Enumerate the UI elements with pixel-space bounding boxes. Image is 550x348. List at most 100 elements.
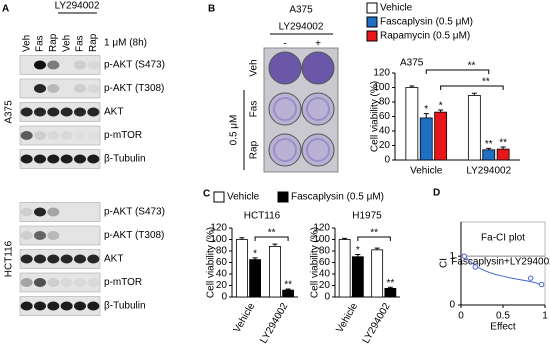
panel-label: C <box>203 189 210 200</box>
blot-band <box>87 60 100 70</box>
chart-title: A375 <box>400 58 424 69</box>
error-bar <box>239 237 245 240</box>
legend-swatch <box>277 191 289 203</box>
well-stain <box>273 138 297 162</box>
blot-label: p-AKT (T308) <box>104 83 164 94</box>
blot-strip <box>19 78 101 99</box>
legend-label: Fascaplysin (0.5 μM) <box>291 192 384 203</box>
treatment-header: LY294002 <box>279 22 324 33</box>
blot-band <box>74 84 86 93</box>
blot-band <box>87 131 99 140</box>
blot-band <box>60 131 73 140</box>
y-tick-label: 40 <box>379 126 391 137</box>
blot-label: p-AKT (S473) <box>104 60 165 71</box>
bracket-label: ** <box>482 77 490 88</box>
legend-label: Vehicle <box>380 3 413 14</box>
y-tick-label: 0 <box>384 155 390 166</box>
error-bar <box>285 288 291 291</box>
blot-band <box>87 278 100 287</box>
error-bar <box>387 286 393 289</box>
blot-band <box>34 254 46 264</box>
blot-band <box>20 254 33 264</box>
blot-band <box>74 107 86 117</box>
plate-row-label: Veh <box>249 59 260 76</box>
blot-band <box>87 301 100 311</box>
y-tick-label: 40 <box>216 269 228 280</box>
data-point <box>538 281 545 288</box>
y-axis-label: Cell viability (%) <box>310 227 321 298</box>
error-bar <box>423 113 429 118</box>
y-tick-label: 80 <box>319 246 331 257</box>
error-bar <box>486 147 492 150</box>
bar <box>419 117 433 161</box>
y-tick-label: 120 <box>210 223 227 234</box>
well-stain <box>306 97 330 121</box>
bar <box>249 259 262 298</box>
blot-band <box>47 60 60 70</box>
blot-label: p-mTOR <box>104 277 142 288</box>
blot-band <box>74 131 86 140</box>
dose-label: 0.5 μM <box>229 115 240 146</box>
lane-label: Rap <box>88 33 99 52</box>
significance-label: * <box>439 101 443 112</box>
plate-column-label: + <box>315 39 321 50</box>
blot-label: β-Tubulin <box>104 154 146 165</box>
blot-strip <box>19 296 101 316</box>
x-tick-label: Vehicle <box>334 301 360 335</box>
bar <box>268 245 281 298</box>
plate-row-label: Fas <box>249 101 260 118</box>
blot-label: p-mTOR <box>104 130 142 141</box>
cell-line-label: A375 <box>4 100 15 124</box>
panel-label: A <box>2 4 9 15</box>
y-tick-label: 20 <box>319 280 331 291</box>
blot-band <box>74 254 86 264</box>
blot-band <box>47 107 60 117</box>
lane-label: Veh <box>21 35 32 52</box>
lane-label: Fas <box>75 35 86 52</box>
legend-label: Rapamycin (0.5 μM) <box>380 31 470 42</box>
y-tick-label: 60 <box>379 111 391 122</box>
error-bar <box>471 92 477 96</box>
x-tick-label: LY294002 <box>466 166 511 177</box>
well <box>268 51 302 85</box>
x-tick-label: Vehicle <box>232 301 258 335</box>
blot-strip <box>19 102 101 122</box>
error-bar <box>342 237 348 240</box>
well-stain <box>273 97 297 121</box>
blot-band <box>34 207 46 217</box>
blot-band <box>20 154 33 164</box>
x-tick-label: Vehicle <box>410 166 443 177</box>
blot-band <box>34 154 46 164</box>
y-axis-label: Cell viability (%) <box>370 81 381 152</box>
blot-band <box>47 301 60 311</box>
blot-band <box>20 207 33 217</box>
y-tick-label: 60 <box>216 257 228 268</box>
significance-label: * <box>356 245 360 256</box>
blot-strip <box>19 125 101 146</box>
bar <box>371 249 384 298</box>
y-tick-label: 1 <box>449 251 455 262</box>
blot-band <box>34 278 46 287</box>
y-tick-label: 0 <box>324 292 330 303</box>
blot-band <box>74 60 86 70</box>
blot-band <box>87 84 100 93</box>
y-tick-label: 20 <box>379 140 391 151</box>
plate-column-label: - <box>283 39 286 50</box>
blot-band <box>20 231 33 240</box>
chart-title: HCT116 <box>244 211 281 222</box>
x-tick-label: 0.5 <box>496 311 510 322</box>
blot-strip <box>19 202 101 222</box>
significance-label: ** <box>284 280 292 291</box>
blot-label: β-Tubulin <box>104 301 146 312</box>
y-tick-label: 120 <box>313 223 330 234</box>
y-tick-label: 100 <box>373 82 390 93</box>
error-bar <box>355 253 361 257</box>
bar <box>405 87 419 161</box>
blot-band <box>34 84 46 93</box>
x-axis-label: Effect <box>490 322 516 333</box>
chart-title: Fa-CI plot <box>481 233 525 244</box>
x-tick-label: 1 <box>542 311 548 322</box>
blot-band <box>47 154 60 164</box>
blot-strip <box>19 149 101 169</box>
